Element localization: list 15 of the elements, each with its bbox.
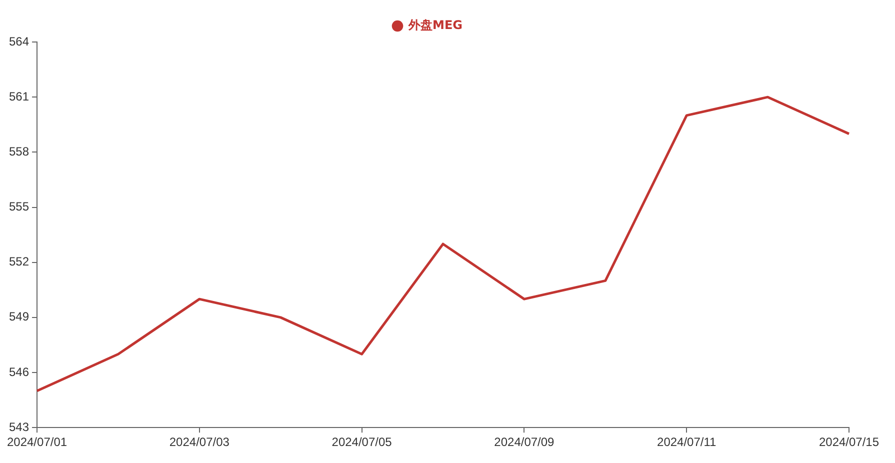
y-tick-label: 546 — [8, 364, 30, 379]
x-tick-label: 2024/07/09 — [494, 435, 555, 450]
y-tick-label: 561 — [8, 89, 30, 104]
y-tick-label: 552 — [8, 254, 30, 269]
legend-label: 外盘MEG — [408, 18, 463, 32]
y-tick-label: 549 — [8, 310, 30, 324]
y-tick-label: 558 — [8, 144, 30, 158]
x-tick-label: 2024/07/05 — [332, 435, 392, 450]
x-tick-label: 2024/07/15 — [818, 435, 880, 450]
y-tick-label: 564 — [8, 34, 30, 48]
x-tick-label: 2024/07/03 — [169, 435, 230, 450]
x-tick-label: 2024/07/01 — [6, 435, 68, 450]
x-tick-label: 2024/07/11 — [657, 435, 717, 450]
y-tick-label: 543 — [8, 420, 30, 434]
y-tick-label: 555 — [8, 200, 30, 214]
